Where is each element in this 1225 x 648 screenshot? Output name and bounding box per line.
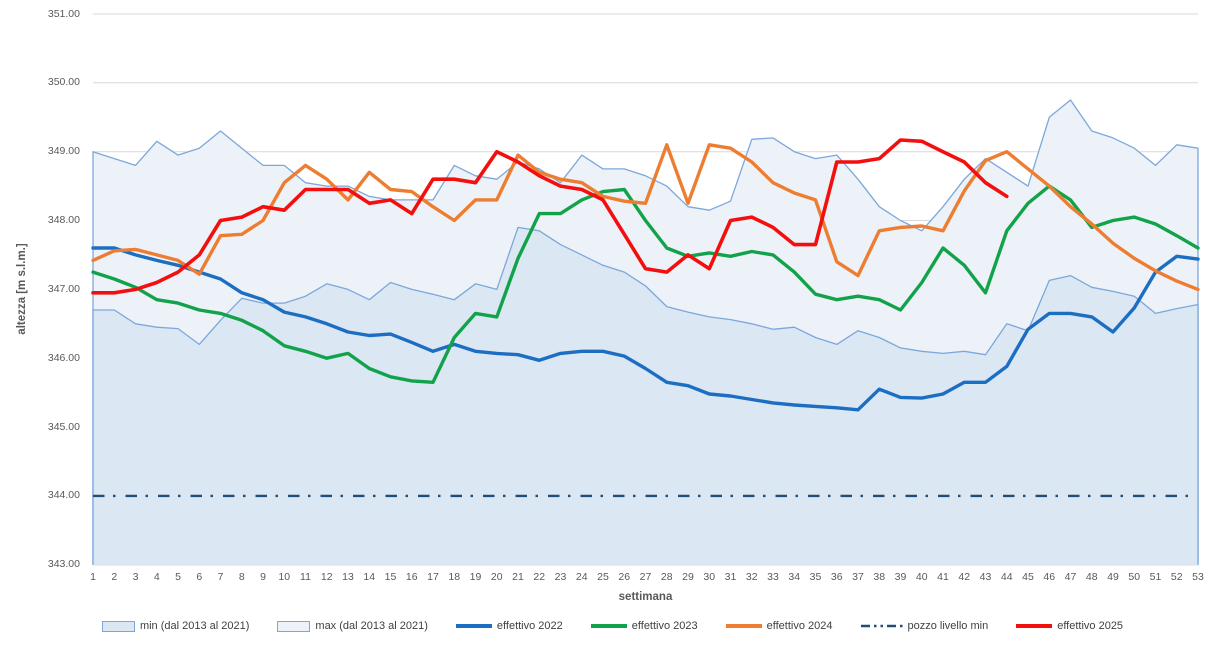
y-tick-label: 350.00 <box>47 76 80 89</box>
y-tick-label: 344.00 <box>47 489 80 502</box>
y-tick-label: 343.00 <box>47 558 80 571</box>
y-tick-label: 347.00 <box>47 282 80 295</box>
y-tick-label: 348.00 <box>47 214 80 226</box>
x-tick-label: 6 <box>196 571 203 583</box>
x-tick-label: 9 <box>260 571 266 583</box>
legend-item-pozzo-livello-min: pozzo livello min <box>860 620 989 632</box>
x-tick-label: 4 <box>153 571 160 583</box>
legend-area-swatch <box>277 620 311 632</box>
legend-line-swatch <box>590 624 627 628</box>
x-tick-label: 44 <box>1000 571 1013 583</box>
x-tick-label: 15 <box>384 571 397 583</box>
legend-line-swatch <box>725 624 762 628</box>
x-tick-label: 22 <box>533 571 546 583</box>
legend-item-min-dal-2013-al-2021: min (dal 2013 al 2021) <box>101 620 250 632</box>
y-tick-label: 346.00 <box>47 351 80 364</box>
x-tick-label: 5 <box>175 571 181 583</box>
x-tick-label: 16 <box>405 571 418 583</box>
x-tick-label: 46 <box>1043 571 1056 583</box>
series-effettivo-2023-line <box>91 184 1200 384</box>
x-tick-label: 3 <box>132 571 139 583</box>
y-tick-label: 345.00 <box>47 420 80 433</box>
x-tick-label: 38 <box>873 571 886 583</box>
x-tick-label: 23 <box>554 571 567 583</box>
series-effettivo-2025-line <box>91 138 1009 295</box>
legend-label: effettivo 2023 <box>631 620 698 632</box>
x-tick-label: 28 <box>660 571 673 583</box>
x-tick-label: 33 <box>767 571 779 583</box>
y-tick-label: 351.00 <box>47 7 80 20</box>
x-tick-label: 31 <box>724 571 737 583</box>
x-tick-label: 20 <box>490 571 503 583</box>
chart-legend: min (dal 2013 al 2021) max (dal 2013 al 2… <box>0 620 1225 632</box>
x-tick-label: 51 <box>1149 571 1162 583</box>
legend-item-effettivo-2023: effettivo 2023 <box>590 620 698 632</box>
x-tick-label: 39 <box>894 571 907 583</box>
x-tick-label: 41 <box>937 571 949 583</box>
x-tick-label: 26 <box>618 571 631 583</box>
x-tick-label: 47 <box>1064 571 1077 583</box>
legend-line-swatch <box>455 624 492 628</box>
x-tick-label: 52 <box>1170 571 1183 583</box>
x-tick-label: 24 <box>575 571 588 583</box>
x-tick-label: 1 <box>90 571 96 583</box>
x-tick-label: 43 <box>979 571 992 583</box>
x-tick-label: 7 <box>217 571 224 583</box>
legend-label: effettivo 2025 <box>1057 620 1124 632</box>
x-tick-label: 2 <box>111 571 118 583</box>
x-tick-label: 29 <box>682 571 694 583</box>
x-tick-label: 42 <box>958 571 971 583</box>
x-tick-label: 13 <box>342 571 354 583</box>
y-tick-label: 349.00 <box>47 145 80 158</box>
legend-label: pozzo livello min <box>907 620 989 632</box>
x-tick-label: 27 <box>639 571 652 583</box>
legend-label: effettivo 2022 <box>496 620 563 632</box>
x-tick-label: 49 <box>1107 571 1119 583</box>
x-tick-label: 48 <box>1085 571 1098 583</box>
legend-item-effettivo-2024: effettivo 2024 <box>725 620 833 632</box>
x-tick-label: 45 <box>1022 571 1034 583</box>
x-tick-label: 10 <box>278 571 291 583</box>
x-tick-label: 35 <box>809 571 822 583</box>
legend-line-swatch <box>1016 624 1053 628</box>
band-min-dal-2013-al-2021 <box>93 227 1198 565</box>
legend-dash-line-swatch <box>860 620 903 632</box>
x-tick-label: 8 <box>238 571 245 583</box>
legend-area-swatch <box>101 620 135 632</box>
band-border-max-dal-2013-al-2021 <box>92 99 1199 565</box>
x-tick-label: 19 <box>469 571 482 583</box>
x-tick-label: 18 <box>448 571 461 583</box>
x-tick-label: 21 <box>512 571 524 583</box>
x-tick-label: 36 <box>830 571 843 583</box>
legend-label: min (dal 2013 al 2021) <box>139 620 250 632</box>
legend-item-max-dal-2013-al-2021: max (dal 2013 al 2021) <box>277 620 428 632</box>
x-tick-label: 53 <box>1192 571 1204 583</box>
x-tick-label: 30 <box>703 571 716 583</box>
x-tick-label: 34 <box>788 571 801 583</box>
x-tick-label: 11 <box>300 571 311 583</box>
legend-label: max (dal 2013 al 2021) <box>315 620 428 632</box>
x-tick-label: 37 <box>852 571 864 583</box>
x-tick-label: 12 <box>320 571 333 583</box>
x-tick-label: 25 <box>597 571 609 583</box>
legend-item-effettivo-2022: effettivo 2022 <box>455 620 563 632</box>
x-axis-title: settimana <box>618 591 673 603</box>
series-effettivo-2024-line <box>91 143 1200 292</box>
legend-item-effettivo-2025: effettivo 2025 <box>1016 620 1123 632</box>
x-tick-label: 50 <box>1128 571 1141 583</box>
x-tick-label: 40 <box>915 571 928 583</box>
x-tick-label: 17 <box>427 571 439 583</box>
x-tick-label: 14 <box>363 571 376 583</box>
x-tick-label: 32 <box>745 571 758 583</box>
legend-label: effettivo 2024 <box>766 620 833 632</box>
series-effettivo-2022-line <box>91 246 1200 412</box>
